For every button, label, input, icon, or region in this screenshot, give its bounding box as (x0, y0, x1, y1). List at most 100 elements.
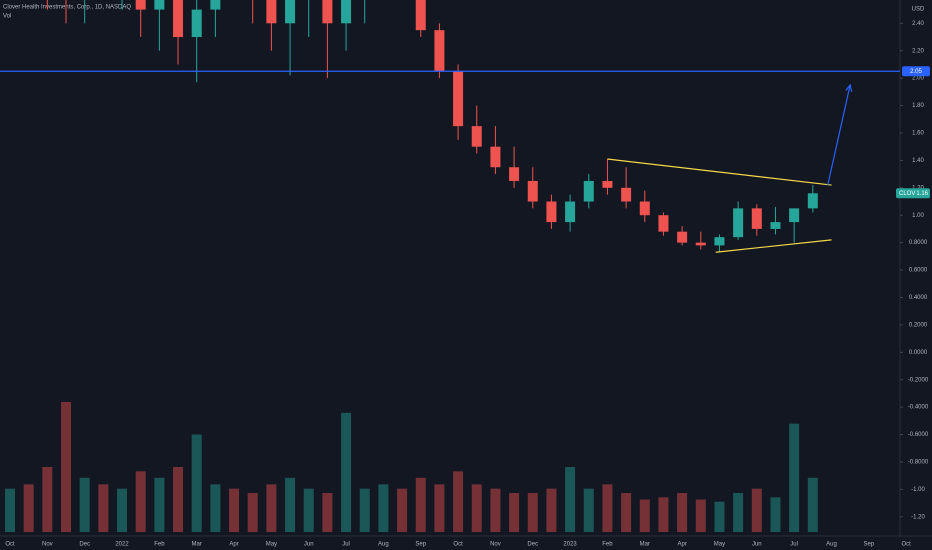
x-tick-label: 2023 (563, 542, 577, 548)
y-tick-label: -1.00 (911, 487, 925, 493)
candle-body (453, 71, 464, 127)
x-tick-label: Mar (192, 542, 202, 548)
volume-bar (415, 477, 426, 532)
y-tick-label: -0.4000 (908, 405, 929, 411)
volume-bar (639, 499, 650, 532)
volume-bar (229, 488, 240, 532)
candle-body (658, 215, 669, 232)
volume-bar (714, 501, 725, 532)
candle-body (751, 208, 762, 229)
y-tick-label: 2.20 (912, 48, 924, 54)
candle-body (695, 242, 706, 246)
volume-bar (61, 402, 72, 532)
candle-body (639, 201, 650, 216)
volume-bar (621, 493, 632, 532)
y-tick-label: 1.40 (912, 158, 924, 164)
candle-body (285, 0, 296, 24)
candle-body (210, 0, 221, 10)
volume-bar (378, 484, 389, 532)
x-tick-label: Jul (790, 542, 798, 548)
x-tick-label: Jun (752, 542, 762, 548)
y-tick-label: -0.2000 (908, 377, 929, 383)
candle-body (770, 222, 781, 229)
trendline (607, 158, 832, 186)
volume-bar (79, 477, 90, 532)
x-tick-label: Jul (342, 542, 350, 548)
volume-bar (303, 488, 314, 532)
volume-bar (5, 488, 15, 532)
candle-body (621, 187, 632, 202)
volume-bar (397, 488, 408, 532)
x-tick-label: Apr (229, 542, 238, 548)
axes: 2.402.202.001.801.601.401.201.000.80000.… (5, 21, 930, 548)
volume-bar (733, 493, 744, 532)
y-tick-label: -1.20 (911, 514, 925, 520)
volume-bar (247, 493, 258, 532)
y-tick-label: 0.4000 (909, 295, 928, 301)
volume-bar (471, 484, 482, 532)
volume-bar (770, 497, 781, 532)
y-tick-label: -0.6000 (908, 432, 929, 438)
x-tick-label: May (266, 542, 277, 548)
candle-body (322, 0, 333, 24)
volume-bar (341, 412, 352, 532)
x-tick-label: Dec (527, 542, 538, 548)
x-tick-label: Oct (901, 542, 911, 548)
candle-body (807, 193, 818, 209)
volume-bar (583, 488, 594, 532)
price-layer (0, 0, 900, 253)
volume-bar (23, 484, 34, 532)
price-tag-symbol: CLOV (899, 191, 915, 197)
candle-body (602, 180, 613, 188)
y-tick-label: 0.8000 (909, 240, 928, 246)
arrow-head (845, 83, 853, 92)
chart-title: Clover Health Investments, Corp., 1D, NA… (3, 5, 131, 11)
volume-bar (117, 488, 128, 532)
x-tick-label: Oct (5, 542, 15, 548)
candle-body (546, 201, 557, 223)
volume-bar (490, 488, 501, 532)
price-tag-value: 1.16 (916, 191, 928, 197)
x-tick-label: Feb (154, 542, 165, 548)
y-tick-label: 0.2000 (909, 322, 928, 328)
x-tick-label: Jun (304, 542, 314, 548)
x-tick-label: Nov (42, 542, 53, 548)
y-tick-label: 0.6000 (909, 268, 928, 274)
candle-body (789, 208, 800, 223)
candle-body (135, 0, 146, 10)
volume-bar (266, 484, 277, 532)
volume-bar (453, 471, 464, 532)
volume-bar (154, 477, 165, 532)
volume-bar (527, 493, 538, 532)
volume-bar (322, 493, 333, 532)
x-tick-label: Aug (378, 542, 389, 548)
volume-label: Vol (3, 14, 11, 20)
candle-body (415, 0, 426, 31)
candle-body (565, 201, 576, 223)
candle-body (490, 146, 501, 168)
candle-body (509, 167, 520, 181)
volume-bar (602, 484, 613, 532)
volume-bar (695, 499, 706, 532)
x-tick-label: Sep (863, 542, 874, 548)
price-tag (896, 188, 930, 199)
x-tick-label: 2022 (115, 542, 129, 548)
volume-bar (546, 488, 557, 532)
y-tick-label: -0.8000 (908, 460, 929, 466)
volume-bar (751, 488, 762, 532)
volume-bar (173, 467, 184, 532)
x-tick-label: Mar (640, 542, 650, 548)
volume-bar (191, 434, 202, 532)
volume-bar (210, 484, 221, 532)
forecast-arrow (827, 84, 851, 186)
volume-bar (789, 423, 800, 532)
y-tick-label: 1.80 (912, 103, 924, 109)
x-tick-label: Dec (79, 542, 90, 548)
volume-bar (135, 471, 146, 532)
candle-body (266, 0, 277, 24)
y-tick-label: 2.00 (912, 76, 924, 82)
candle-body (677, 231, 688, 243)
